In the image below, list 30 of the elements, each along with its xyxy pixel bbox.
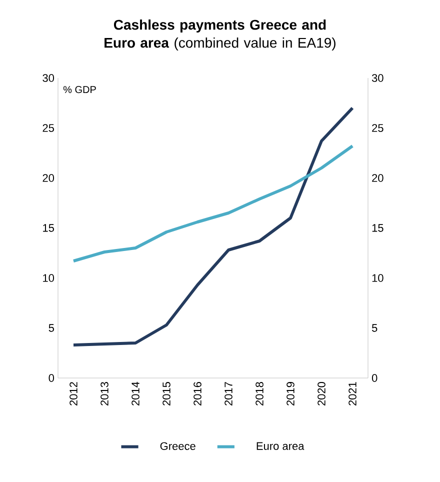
y2-tick-label: 5 [48,324,54,332]
x-tick-label: 2021 [348,382,356,406]
y-tick-label: 5 [372,324,378,332]
x-tick-label: 2018 [256,382,264,406]
line-series [72,106,354,346]
x-tick-label: 2014 [132,382,140,406]
x-tick-label: 2019 [286,382,294,406]
x-tick-label: 2012 [70,382,78,406]
legend-label: Euro area [256,442,304,450]
y-tick-label: 15 [372,224,384,232]
y-tick-label: 30 [372,74,384,82]
x-tick-label: 2020 [318,382,326,406]
x-tick-label: 2016 [194,382,202,406]
y-tick-label: 25 [372,124,384,132]
y2-tick-label: 0 [48,374,54,382]
y2-tick-label: 10 [43,274,54,282]
legend-label: Greece [160,442,196,450]
y2-tick-label: 15 [43,224,54,232]
y-tick-label: 0 [372,374,378,382]
x-tick-label: 2015 [162,382,170,406]
y2-tick-label: 30 [42,74,54,82]
x-tick-label: 2013 [100,382,108,406]
x-tick-label: 2017 [224,382,232,406]
chart-title: Cashless payments Greece and Euro area (combined value in EA19) [104,19,336,51]
y2-tick-label: 20 [42,174,54,182]
y-tick-label: 20 [372,174,384,182]
y2-tick-label: 25 [42,124,54,132]
annotation: % GDP [63,86,96,94]
line-series [72,144,354,262]
y-tick-label: 10 [372,274,384,282]
